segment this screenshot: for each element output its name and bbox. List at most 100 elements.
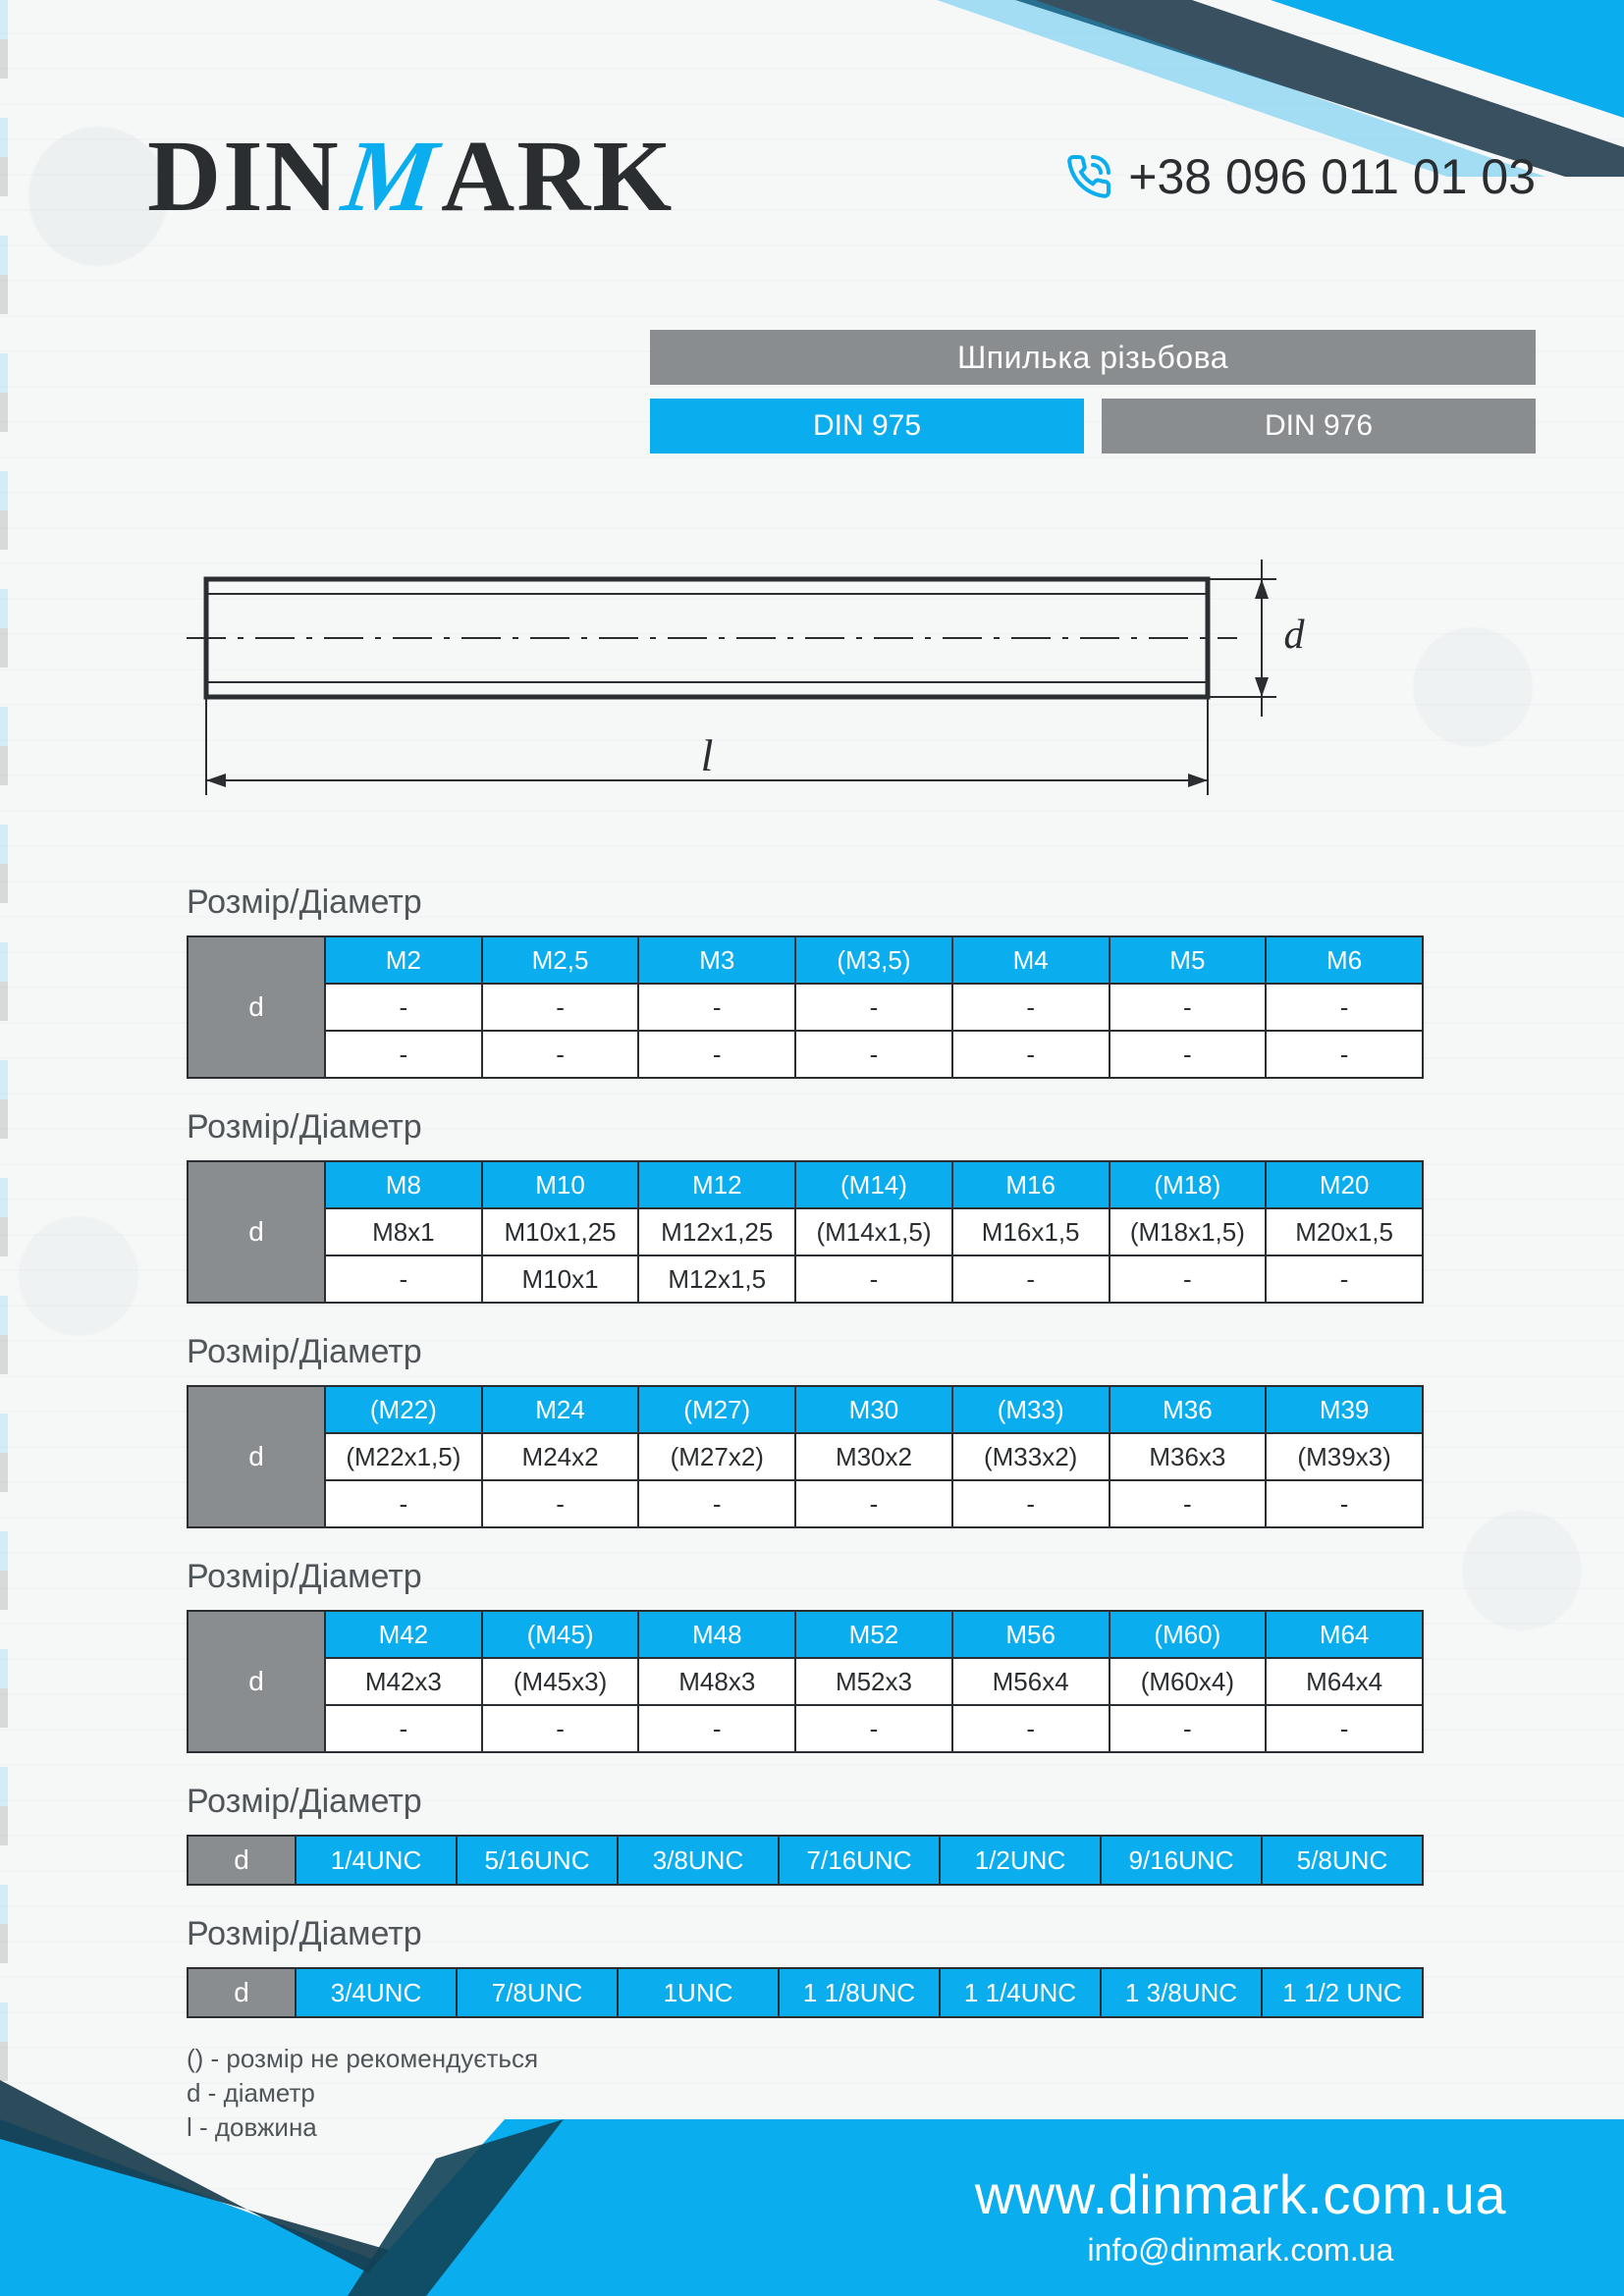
data-cell: - [795, 1255, 952, 1303]
data-cell: - [952, 984, 1110, 1031]
data-cell: - [325, 1480, 482, 1527]
data-cell: - [325, 984, 482, 1031]
column-header: M42 [325, 1611, 482, 1658]
data-cell: - [795, 1480, 952, 1527]
data-cell: - [325, 1031, 482, 1078]
column-header: 3/4UNC [296, 1968, 457, 2017]
data-cell: - [482, 1480, 639, 1527]
data-cell: - [952, 1480, 1110, 1527]
column-header: M6 [1266, 936, 1423, 984]
data-cell: M12x1,25 [638, 1208, 795, 1255]
column-header: M5 [1110, 936, 1267, 984]
data-cell: - [638, 1031, 795, 1078]
data-cell: - [1266, 1031, 1423, 1078]
footer-email: info@dinmark.com.ua [975, 2232, 1506, 2269]
data-cell: - [1110, 1480, 1267, 1527]
data-cell: M12x1,5 [638, 1255, 795, 1303]
column-header: M52 [795, 1611, 952, 1658]
row-header: d [188, 1161, 325, 1303]
data-cell: (M14x1,5) [795, 1208, 952, 1255]
column-header: M2 [325, 936, 482, 984]
section-label: Розмір/Діаметр [187, 1333, 1424, 1371]
column-header: (M22) [325, 1386, 482, 1433]
spec-table-compact: d1/4UNC5/16UNC3/8UNC7/16UNC1/2UNC9/16UNC… [187, 1835, 1424, 1886]
row-header: d [188, 1836, 296, 1885]
column-header: M10 [482, 1161, 639, 1208]
data-cell: M24x2 [482, 1433, 639, 1480]
length-label: l [701, 730, 714, 780]
column-header: 1UNC [618, 1968, 779, 2017]
footer-text: www.dinmark.com.ua info@dinmark.com.ua [975, 2163, 1506, 2269]
data-cell: (M39x3) [1266, 1433, 1423, 1480]
legend: () - розмір не рекомендуєтьсяd - діаметр… [187, 2042, 1424, 2145]
spec-table: dM2M2,5M3(M3,5)M4M5M6-------------- [187, 935, 1424, 1079]
spec-table: dM8M10M12(M14)M16(M18)M20M8x1M10x1,25M12… [187, 1160, 1424, 1304]
column-header: M20 [1266, 1161, 1423, 1208]
column-header: (M18) [1110, 1161, 1267, 1208]
column-header: M64 [1266, 1611, 1423, 1658]
data-cell: (M22x1,5) [325, 1433, 482, 1480]
row-header: d [188, 936, 325, 1078]
section-label: Розмір/Діаметр [187, 1108, 1424, 1147]
contact-phone: +38 096 011 01 03 [1065, 148, 1536, 205]
column-header: M16 [952, 1161, 1110, 1208]
column-header: M4 [952, 936, 1110, 984]
data-cell: - [952, 1705, 1110, 1752]
product-title: Шпилька різьбова [650, 330, 1536, 385]
column-header: 1 1/8UNC [779, 1968, 940, 2017]
page-header: DIN M ARK +38 096 011 01 03 [147, 118, 1536, 235]
standards-row: DIN 975 DIN 976 [650, 399, 1536, 454]
column-header: 9/16UNC [1101, 1836, 1262, 1885]
column-header: M24 [482, 1386, 639, 1433]
row-header: d [188, 1968, 296, 2017]
data-cell: - [482, 1705, 639, 1752]
data-cell: M56x4 [952, 1658, 1110, 1705]
title-bars: Шпилька різьбова DIN 975 DIN 976 [650, 330, 1536, 454]
data-cell: (M18x1,5) [1110, 1208, 1267, 1255]
data-cell: - [1266, 1255, 1423, 1303]
column-header: M8 [325, 1161, 482, 1208]
data-cell: - [638, 984, 795, 1031]
phone-icon [1065, 153, 1112, 200]
section-label: Розмір/Діаметр [187, 883, 1424, 922]
column-header: 1/4UNC [296, 1836, 457, 1885]
column-header: (M27) [638, 1386, 795, 1433]
column-header: 7/8UNC [457, 1968, 618, 2017]
data-cell: - [1266, 1705, 1423, 1752]
row-header: d [188, 1611, 325, 1752]
brand-wordmark: DIN M ARK [147, 118, 674, 235]
column-header: (M3,5) [795, 936, 952, 984]
data-cell: M36x3 [1110, 1433, 1267, 1480]
column-header: 1 3/8UNC [1101, 1968, 1262, 2017]
data-cell: - [1110, 1705, 1267, 1752]
brand-logo: DIN M ARK [147, 118, 674, 235]
phone-number: +38 096 011 01 03 [1128, 148, 1536, 205]
legend-line: () - розмір не рекомендується [187, 2042, 1424, 2076]
data-cell: (M27x2) [638, 1433, 795, 1480]
section-label: Розмір/Діаметр [187, 1783, 1424, 1821]
data-cell: - [482, 984, 639, 1031]
column-header: M2,5 [482, 936, 639, 984]
column-header: (M33) [952, 1386, 1110, 1433]
spec-table-compact: d3/4UNC7/8UNC1UNC1 1/8UNC1 1/4UNC1 3/8UN… [187, 1967, 1424, 2018]
legend-line: d - діаметр [187, 2076, 1424, 2110]
brand-pre: DIN [147, 118, 341, 235]
column-header: 5/16UNC [457, 1836, 618, 1885]
data-cell: - [638, 1705, 795, 1752]
data-cell: (M60x4) [1110, 1658, 1267, 1705]
brand-mid: M [336, 118, 445, 235]
legend-line: l - довжина [187, 2110, 1424, 2145]
column-header: 1/2UNC [940, 1836, 1101, 1885]
data-cell: - [638, 1480, 795, 1527]
data-cell: - [795, 984, 952, 1031]
data-cell: (M45x3) [482, 1658, 639, 1705]
column-header: M36 [1110, 1386, 1267, 1433]
standard-badge: DIN 976 [1102, 399, 1536, 454]
row-header: d [188, 1386, 325, 1527]
data-cell: - [1110, 1255, 1267, 1303]
data-cell: - [795, 1705, 952, 1752]
data-cell: M52x3 [795, 1658, 952, 1705]
data-cell: M20x1,5 [1266, 1208, 1423, 1255]
data-cell: M42x3 [325, 1658, 482, 1705]
data-cell: - [1266, 984, 1423, 1031]
